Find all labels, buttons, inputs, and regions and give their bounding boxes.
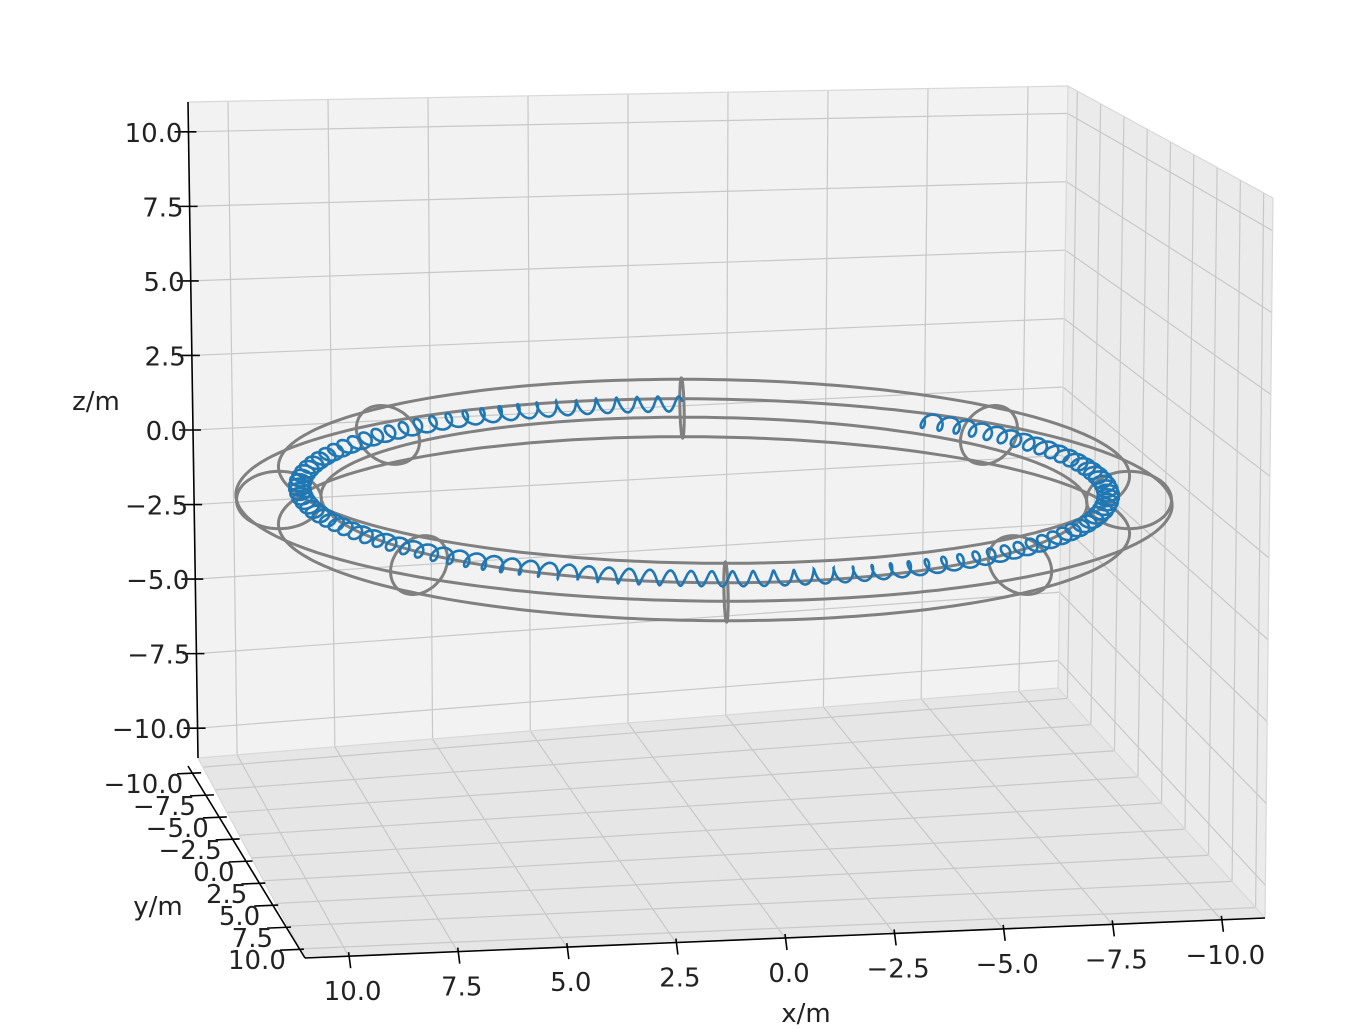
grid-y-floor xyxy=(275,854,1209,905)
grid-z-back xyxy=(188,112,1068,133)
grid-x-floor xyxy=(236,754,350,957)
grid-y-floor xyxy=(300,906,1256,950)
grid-y-floor xyxy=(263,828,1186,882)
y-tick-label: −5.0 xyxy=(146,814,209,844)
grid-x-back xyxy=(227,101,238,755)
grid-z-side xyxy=(1066,181,1273,314)
pane-edges xyxy=(187,85,1274,959)
torus-cross-section xyxy=(1085,469,1173,531)
y-tick-mark xyxy=(266,926,292,929)
y-tick-mark xyxy=(215,838,240,841)
z-tick-label: 10.0 xyxy=(125,119,183,149)
y-tick-label: 10.0 xyxy=(228,946,286,976)
z-tick-label: 2.5 xyxy=(145,342,186,372)
x-tick-labels: 10.0 7.5 5.0 2.5 0.0 −2.5 −5.0 −7.5 −10.0 xyxy=(324,941,1266,1007)
grid-z-side xyxy=(1067,112,1273,232)
x-tick-mark xyxy=(675,938,679,955)
x-tick-label: −7.5 xyxy=(1085,945,1148,975)
grid-y-floor xyxy=(251,802,1162,859)
torus-cross-section xyxy=(678,376,686,440)
grid-z-back xyxy=(190,249,1066,282)
z-tick-label: −7.5 xyxy=(127,641,190,671)
grid-y-side xyxy=(1184,154,1195,830)
x-tick-label: −2.5 xyxy=(867,954,930,984)
x-tick-mark xyxy=(347,952,352,969)
z-tick-label: −5.0 xyxy=(126,566,189,596)
floor-pane-xy xyxy=(198,688,1265,958)
x-tick-mark xyxy=(1002,924,1006,942)
y-tick-label: 7.5 xyxy=(232,924,273,954)
x-tick-label: −10.0 xyxy=(1186,941,1266,971)
torus-cross-section xyxy=(235,469,323,531)
y-tick-label: −7.5 xyxy=(133,792,196,822)
x-tick-mark xyxy=(784,933,788,951)
torus-cross-section xyxy=(354,404,421,466)
y-tick-mark xyxy=(228,860,253,863)
y-tick-mark xyxy=(254,904,279,907)
z-tick-label: 7.5 xyxy=(142,193,183,223)
z-tick-label: 0.0 xyxy=(146,417,187,447)
grid-y-side xyxy=(1231,180,1241,882)
grid-y-floor xyxy=(287,880,1233,927)
grid-x-floor xyxy=(529,730,677,943)
x-tick-label: 5.0 xyxy=(550,968,591,998)
x-tick-label: 0.0 xyxy=(768,959,809,989)
y-tick-mark xyxy=(202,816,227,819)
z-tick-label: 5.0 xyxy=(143,268,184,298)
y-tick-mark xyxy=(241,882,266,885)
z-axis-label: z/m xyxy=(72,387,120,417)
x-tick-mark xyxy=(893,929,897,946)
grid-z-side xyxy=(1062,386,1270,559)
y-tick-labels: −10.0−7.5−5.0−2.50.02.55.07.510.0 xyxy=(103,770,285,976)
y-tick-mark xyxy=(177,772,202,775)
axis-lines xyxy=(174,101,1266,969)
x-tick-label: 10.0 xyxy=(324,977,382,1007)
y-tick-label: 0.0 xyxy=(193,858,234,888)
torus-cross-section xyxy=(722,560,730,624)
z-tick-labels: 10.0 7.5 5.0 2.5 0.0 −2.5 −5.0 −7.5 −10.0 xyxy=(112,119,192,745)
y-axis-label: y/m xyxy=(133,892,182,922)
grid-z-side xyxy=(1064,249,1272,395)
y-tick-label: −2.5 xyxy=(159,836,222,866)
y-tick-mark xyxy=(189,794,215,797)
grid-x-floor xyxy=(432,738,568,948)
z-tick-label: −10.0 xyxy=(112,715,192,745)
x-tick-mark xyxy=(566,942,570,960)
grid-z-back xyxy=(191,317,1065,357)
x-tick-label: 7.5 xyxy=(441,973,482,1003)
grid-y-side xyxy=(1254,192,1265,908)
y-tick-label: −10.0 xyxy=(103,770,183,800)
grid-x-floor xyxy=(334,746,459,952)
x-tick-mark xyxy=(1220,915,1225,932)
z-tick-label: −2.5 xyxy=(125,492,188,522)
x-tick-mark xyxy=(456,947,461,964)
y-tick-mark xyxy=(279,948,304,951)
grid-z-side xyxy=(1063,318,1271,477)
series-line-0 xyxy=(287,395,1121,588)
x-tick-label: 2.5 xyxy=(659,964,700,994)
x-tick-label: −5.0 xyxy=(976,950,1039,980)
x-tick-mark xyxy=(1111,920,1116,937)
grid-z-back xyxy=(189,181,1067,207)
x-axis-label: x/m xyxy=(781,999,830,1029)
grid-x-back xyxy=(527,95,531,731)
y-tick-label: 5.0 xyxy=(219,902,260,932)
y-tick-label: 2.5 xyxy=(206,880,247,910)
torus-cross-section xyxy=(959,404,1019,466)
grid-y-side xyxy=(1207,167,1218,856)
series-layer xyxy=(287,395,1121,588)
